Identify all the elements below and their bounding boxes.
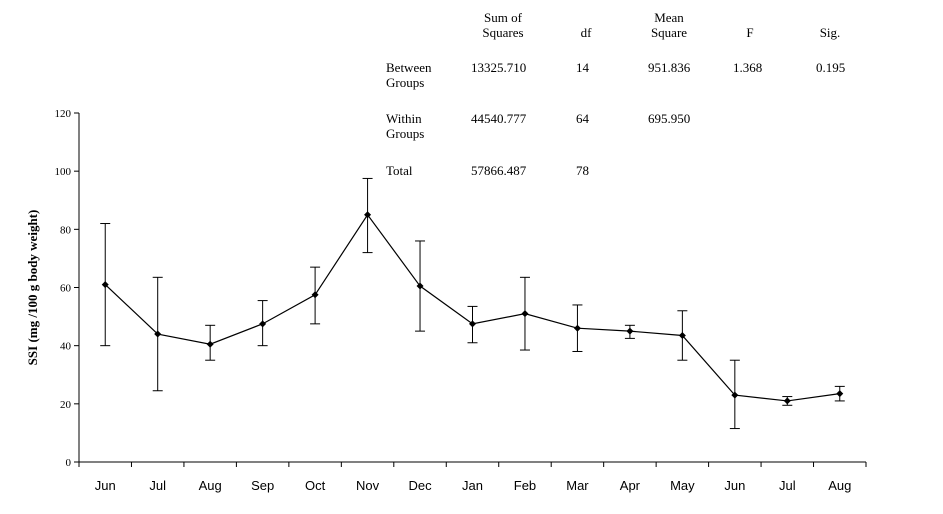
data-point bbox=[311, 291, 319, 299]
axes bbox=[74, 112, 867, 467]
anova-table: Sum of Squares df Mean Square F Sig. Bet… bbox=[0, 0, 943, 200]
y-tick-label: 120 bbox=[55, 108, 72, 120]
y-tick-label: 80 bbox=[60, 224, 72, 236]
data-point bbox=[626, 327, 634, 335]
x-tick-label: Nov bbox=[356, 478, 380, 493]
anova-df: 78 bbox=[576, 163, 589, 178]
data-point bbox=[573, 324, 581, 332]
anova-mean-sq: 695.950 bbox=[648, 111, 691, 126]
x-tick-label: Aug bbox=[199, 478, 222, 493]
anova-sum-sq: 44540.777 bbox=[471, 111, 527, 126]
x-tick-label: Apr bbox=[620, 478, 641, 493]
anova-sum-sq: 13325.710 bbox=[471, 60, 527, 75]
anova-row-label: Between Groups bbox=[386, 60, 432, 90]
anova-df: 64 bbox=[576, 111, 589, 126]
anova-df: 14 bbox=[576, 60, 589, 75]
x-tick-label: Jun bbox=[95, 478, 116, 493]
anova-header-sum-of-squares: Sum of Squares bbox=[482, 10, 524, 40]
x-tick-label: Jul bbox=[149, 478, 166, 493]
anova-row-label: Total bbox=[386, 163, 413, 178]
anova-f: 1.368 bbox=[733, 60, 763, 75]
data-point bbox=[154, 330, 162, 338]
anova-sig: 0.195 bbox=[816, 60, 846, 75]
y-tick-label: 60 bbox=[60, 283, 72, 295]
y-tick-label: 0 bbox=[66, 457, 72, 469]
data-point bbox=[364, 211, 372, 219]
data-point bbox=[416, 282, 424, 290]
x-tick-label: Feb bbox=[514, 478, 536, 493]
x-tick-label: Jul bbox=[779, 478, 796, 493]
x-tick-label: May bbox=[670, 478, 695, 493]
y-axis-label: SSI (mg /100 g body weight) bbox=[25, 210, 40, 366]
data-point bbox=[469, 320, 476, 328]
data-point bbox=[521, 310, 529, 318]
anova-mean-sq: 951.836 bbox=[648, 60, 691, 75]
anova-header-df: df bbox=[580, 25, 592, 40]
data-point bbox=[678, 331, 686, 339]
anova-header-sig: Sig. bbox=[819, 25, 841, 40]
y-tick-label: 100 bbox=[55, 166, 72, 178]
data-point bbox=[836, 390, 844, 398]
anova-header-f: F bbox=[746, 25, 754, 40]
y-tick-label: 40 bbox=[60, 341, 72, 353]
axis-labels: 0 20 40 60 80 100 120 Jun Jul Aug Sep Oct Nov Dec Jan F… bbox=[25, 108, 851, 493]
data-point bbox=[783, 397, 791, 405]
error-bars bbox=[100, 177, 845, 430]
data-markers bbox=[101, 211, 844, 405]
x-tick-label: Aug bbox=[828, 478, 851, 493]
x-tick-label: Dec bbox=[408, 478, 432, 493]
data-point bbox=[731, 391, 739, 399]
x-tick-label: Jun bbox=[724, 478, 745, 493]
data-point bbox=[101, 281, 109, 289]
x-tick-label: Mar bbox=[566, 478, 589, 493]
data-point bbox=[206, 340, 214, 348]
x-tick-label: Sep bbox=[251, 478, 274, 493]
x-tick-label: Oct bbox=[305, 478, 326, 493]
data-point bbox=[259, 320, 267, 328]
x-tick-label: Jan bbox=[462, 478, 483, 493]
anova-row-label: Within Groups bbox=[386, 111, 425, 141]
anova-header-mean-square: Mean Square bbox=[650, 10, 688, 40]
y-tick-label: 20 bbox=[60, 399, 72, 411]
anova-sum-sq: 57866.487 bbox=[471, 163, 527, 178]
